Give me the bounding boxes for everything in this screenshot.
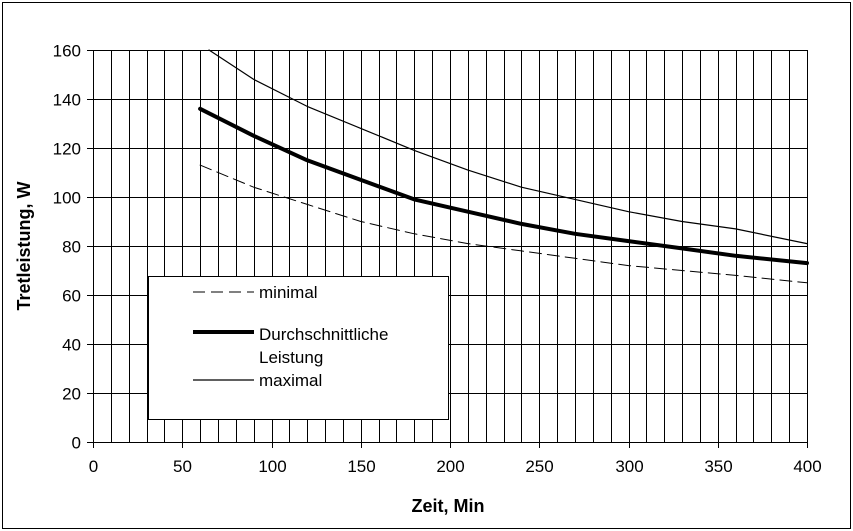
legend-label-average-line1: Durchschnittliche: [259, 325, 388, 344]
y-tick-label: 120: [53, 140, 81, 159]
y-tick-label: 80: [62, 238, 81, 257]
y-tick-label: 160: [53, 42, 81, 61]
y-tick-label: 20: [62, 385, 81, 404]
y-tick-label: 140: [53, 91, 81, 110]
tick-labels: 0 20 40 60 80 100 120 140 160 0 50 100 150 200 250 300 3…: [53, 42, 822, 477]
legend-label-average-line2: Leistung: [259, 348, 323, 367]
series-line-thick: [198, 106, 809, 266]
legend-label-minimal: minimal: [259, 283, 318, 302]
y-tick-label: 100: [53, 189, 81, 208]
x-tick-label: 50: [173, 457, 192, 476]
x-axis-title: Zeit, Min: [412, 496, 485, 516]
x-tick-label: 100: [258, 457, 286, 476]
series-lines: [198, 49, 809, 284]
x-tick-label: 350: [704, 457, 732, 476]
x-tick-label: 200: [436, 457, 464, 476]
axes: [87, 50, 808, 448]
legend-box: [148, 276, 449, 420]
series-line-dashed: [199, 164, 808, 284]
x-tick-label: 300: [615, 457, 643, 476]
x-tick-label: 0: [89, 457, 98, 476]
x-tick-label: 150: [347, 457, 375, 476]
y-tick-label: 0: [72, 434, 81, 453]
legend-label-maximal: maximal: [259, 371, 322, 390]
y-tick-label: 60: [62, 287, 81, 306]
x-tick-label: 250: [525, 457, 553, 476]
x-tick-label: 400: [793, 457, 821, 476]
series-line-thin: [208, 49, 808, 245]
y-tick-label: 40: [62, 336, 81, 355]
legend: minimal Durchschnittliche Leistung maxim…: [148, 276, 449, 420]
y-axis-title: Tretleistung, W: [14, 181, 34, 310]
